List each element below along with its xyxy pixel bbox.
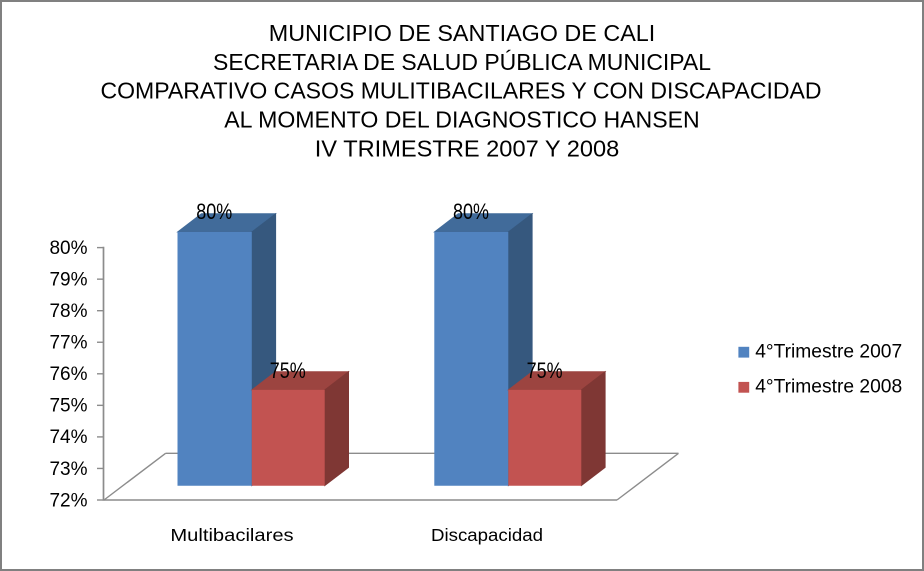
svg-text:80%: 80% xyxy=(196,199,232,224)
svg-text:IV TRIMESTRE 2007 Y 2008: IV TRIMESTRE 2007 Y 2008 xyxy=(315,136,620,162)
svg-text:77%: 77% xyxy=(49,333,87,354)
svg-text:79%: 79% xyxy=(49,269,87,290)
svg-text:74%: 74% xyxy=(49,427,87,448)
svg-text:Discapacidad: Discapacidad xyxy=(431,525,543,545)
svg-text:SECRETARIA DE SALUD PÚBLICA MU: SECRETARIA DE SALUD PÚBLICA MUNICIPAL xyxy=(213,49,711,75)
svg-text:COMPARATIVO CASOS MULITIBACILA: COMPARATIVO CASOS MULITIBACILARES Y CON … xyxy=(101,78,822,104)
svg-text:75%: 75% xyxy=(527,358,563,383)
svg-text:80%: 80% xyxy=(453,199,489,224)
svg-text:4°Trimestre 2008: 4°Trimestre 2008 xyxy=(755,376,902,398)
svg-text:75%: 75% xyxy=(49,396,87,417)
svg-text:72%: 72% xyxy=(49,490,87,511)
svg-text:80%: 80% xyxy=(49,238,87,259)
svg-text:76%: 76% xyxy=(49,364,87,385)
svg-text:73%: 73% xyxy=(49,459,87,480)
svg-text:MUNICIPIO DE SANTIAGO DE CALI: MUNICIPIO DE SANTIAGO DE CALI xyxy=(269,20,656,46)
svg-text:75%: 75% xyxy=(270,358,306,383)
svg-text:4°Trimestre 2007: 4°Trimestre 2007 xyxy=(755,341,902,363)
svg-text:Multibacilares: Multibacilares xyxy=(170,525,293,545)
svg-text:78%: 78% xyxy=(49,301,87,322)
svg-text:AL MOMENTO DEL DIAGNOSTICO HAN: AL MOMENTO DEL DIAGNOSTICO HANSEN xyxy=(224,107,700,133)
